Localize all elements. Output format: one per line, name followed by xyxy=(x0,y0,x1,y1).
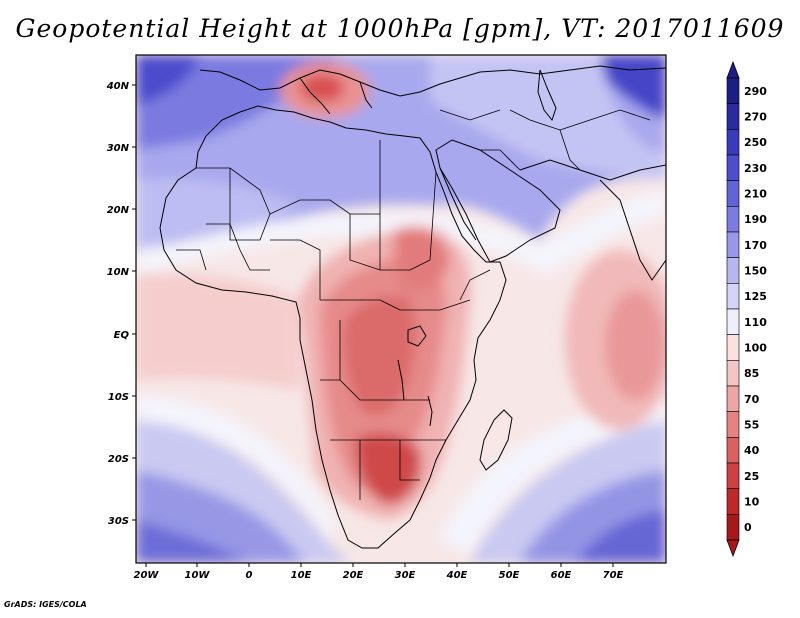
colorbar-swatch xyxy=(726,231,740,258)
colorbar-label: 110 xyxy=(744,316,767,329)
colorbar-label: 70 xyxy=(744,393,760,406)
svg-text:50E: 50E xyxy=(499,570,520,581)
colorbar-swatch xyxy=(726,334,740,361)
colorbar-label: 150 xyxy=(744,265,767,278)
colorbar-swatch xyxy=(726,488,740,515)
colorbar-label: 170 xyxy=(744,239,767,252)
colorbar-swatch xyxy=(726,437,740,464)
colorbar-swatch xyxy=(726,206,740,233)
svg-text:70E: 70E xyxy=(603,570,624,581)
colorbar-label: 250 xyxy=(744,136,767,149)
colorbar-label: 0 xyxy=(744,521,752,534)
colorbar-label: 55 xyxy=(744,419,759,432)
lon-tick: 10E xyxy=(291,563,312,581)
colorbar-arrow-top xyxy=(726,60,740,79)
colorbar-swatch xyxy=(726,77,740,104)
lat-tick: 30N xyxy=(107,143,136,154)
lon-tick: 10W xyxy=(185,563,211,581)
colorbar-swatch xyxy=(726,129,740,156)
colorbar-swatch xyxy=(726,103,740,130)
colorbar-swatch xyxy=(726,180,740,207)
colorbar-swatch xyxy=(726,283,740,310)
lat-tick: 10S xyxy=(108,392,136,403)
svg-text:40E: 40E xyxy=(446,570,468,581)
colorbar-swatch xyxy=(726,154,740,181)
colorbar-label: 85 xyxy=(744,367,759,380)
colorbar-label: 125 xyxy=(744,290,767,303)
svg-text:30E: 30E xyxy=(395,570,416,581)
plot-frame xyxy=(135,54,667,564)
colorbar-label: 10 xyxy=(744,496,760,509)
colorbar-arrow-bottom xyxy=(726,539,740,558)
svg-text:10W: 10W xyxy=(185,570,211,581)
colorbar-swatch xyxy=(726,257,740,284)
lat-tick: 10N xyxy=(107,267,136,278)
colorbar-label: 190 xyxy=(744,213,767,226)
colorbar: 2902702502302101901701501251101008570554… xyxy=(726,60,767,558)
height-field xyxy=(136,55,666,563)
svg-text:10E: 10E xyxy=(291,570,312,581)
colorbar-swatch xyxy=(726,462,740,489)
lat-tick: 20S xyxy=(108,454,136,465)
colorbar-swatch xyxy=(726,514,740,541)
colorbar-label: 210 xyxy=(744,188,767,201)
country-borders xyxy=(176,109,651,500)
colorbar-swatch xyxy=(726,360,740,387)
svg-text:20S: 20S xyxy=(108,454,129,465)
colorbar-label: 40 xyxy=(744,444,760,457)
lon-tick: 30E xyxy=(395,563,416,581)
lon-tick: 60E xyxy=(551,563,572,581)
svg-text:10N: 10N xyxy=(107,267,130,278)
lon-tick: 0 xyxy=(246,563,253,581)
colorbar-label: 100 xyxy=(744,342,767,355)
svg-text:EQ: EQ xyxy=(114,330,130,341)
lon-tick: 70E xyxy=(603,563,624,581)
colorbar-swatch xyxy=(726,411,740,438)
svg-text:30N: 30N xyxy=(107,143,130,154)
lat-tick: 40N xyxy=(106,81,136,92)
colorbar-label: 270 xyxy=(744,111,767,124)
lon-tick: 50E xyxy=(499,563,520,581)
lon-tick: 20W xyxy=(134,563,160,581)
colorbar-label: 25 xyxy=(744,470,759,483)
colorbar-label: 290 xyxy=(744,85,767,98)
colorbar-swatch xyxy=(726,385,740,412)
svg-text:60E: 60E xyxy=(551,570,572,581)
lat-tick: 20N xyxy=(107,205,136,216)
lon-tick: 20E xyxy=(343,563,364,581)
colorbar-swatch xyxy=(726,308,740,335)
lon-axis: 20W 10W 0 10E 20E 30E 40E 50E 60E 70E xyxy=(134,563,624,581)
colorbar-label: 230 xyxy=(744,162,767,175)
svg-text:30S: 30S xyxy=(108,516,129,527)
svg-text:40N: 40N xyxy=(106,81,130,92)
lon-tick: 40E xyxy=(446,563,468,581)
svg-text:20W: 20W xyxy=(134,570,160,581)
coastline-layer xyxy=(159,65,666,549)
credit-label: GrADS: IGES/COLA xyxy=(4,600,87,609)
svg-text:20E: 20E xyxy=(343,570,364,581)
svg-text:0: 0 xyxy=(246,570,253,581)
chart-title: Geopotential Height at 1000hPa [gpm], VT… xyxy=(15,14,785,43)
svg-text:10S: 10S xyxy=(108,392,129,403)
lat-tick: EQ xyxy=(114,330,136,341)
lat-tick: 30S xyxy=(108,516,136,527)
lat-axis: 40N 30N 20N 10N EQ 10S 20S 30S xyxy=(106,81,136,527)
svg-text:20N: 20N xyxy=(107,205,130,216)
